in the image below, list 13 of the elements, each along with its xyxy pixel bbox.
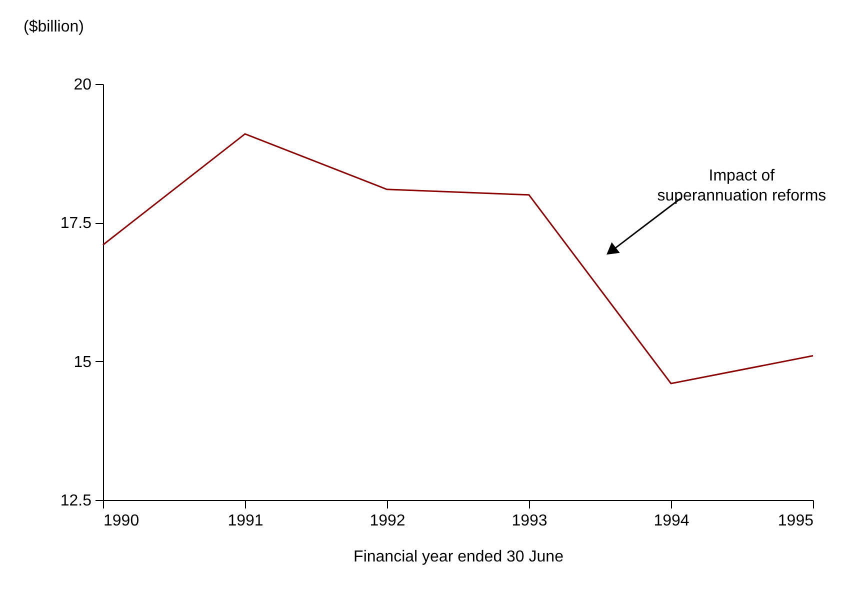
x-tick-label: 1990: [104, 512, 140, 530]
y-tick-label: 12.5: [60, 492, 92, 510]
x-tick-label: 1991: [228, 512, 264, 530]
x-axis-title: Financial year ended 30 June: [354, 548, 564, 566]
x-tick-label: 1995: [778, 512, 814, 530]
y-tick-label: 17.5: [60, 215, 92, 232]
annotation: Impact of superannuation reforms: [657, 167, 826, 204]
x-tick-label: 1993: [512, 512, 548, 530]
x-tick-label: 1992: [370, 512, 406, 530]
y-axis-title: ($billion): [24, 18, 84, 36]
y-tick-label: 15: [74, 354, 92, 371]
y-tick-label: 20: [74, 76, 92, 94]
x-tick-label: 1994: [654, 512, 690, 530]
